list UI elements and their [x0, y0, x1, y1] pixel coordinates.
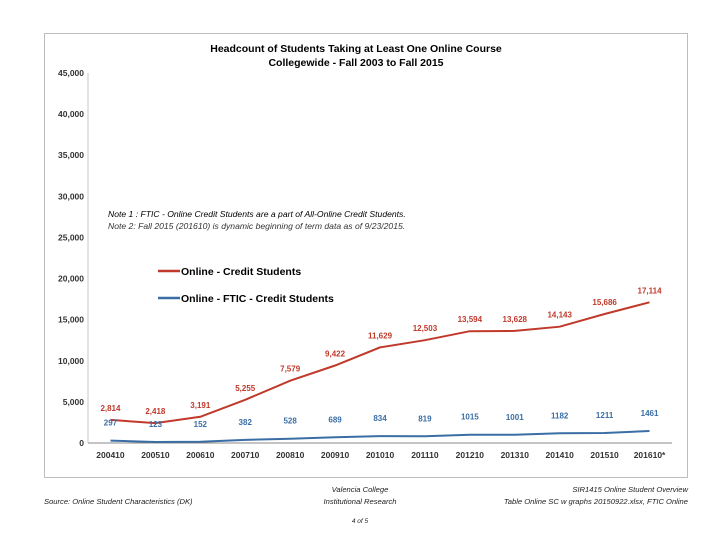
- data-label-credit: 15,686: [592, 298, 617, 307]
- page-number: 4 of 5: [351, 518, 369, 525]
- data-label-credit: 11,629: [368, 331, 393, 340]
- x-tick-label: 200410: [96, 450, 125, 460]
- data-label-credit: 2,418: [145, 407, 166, 416]
- x-tick-label: 201610*: [634, 450, 666, 460]
- data-label-ftic: 1461: [641, 409, 659, 418]
- series-line-ftic: [110, 430, 650, 444]
- x-tick-label: 200510: [141, 450, 170, 460]
- y-tick-label: 5,000: [63, 397, 85, 407]
- data-label-credit: 14,143: [547, 311, 572, 320]
- y-tick-label: 45,000: [58, 68, 84, 78]
- x-tick-label: 201510: [590, 450, 619, 460]
- data-label-ftic: 1001: [506, 413, 524, 422]
- data-label-credit: 2,814: [100, 404, 121, 413]
- y-tick-label: 10,000: [58, 356, 84, 366]
- x-tick-label: 200610: [186, 450, 215, 460]
- data-label-ftic: 528: [283, 417, 297, 426]
- legend-label-ftic: Online - FTIC - Credit Students: [181, 293, 334, 305]
- x-tick-label: 201010: [366, 450, 395, 460]
- data-label-credit: 7,579: [280, 365, 301, 374]
- x-tick-label: 201110: [411, 450, 439, 460]
- series-group: 2,814 2,418 3,191 5,255 7,579 9,422 11,629 12,5…: [100, 286, 663, 444]
- chart-frame: [44, 33, 688, 478]
- x-tick-label: 201410: [546, 450, 575, 460]
- y-tick-label: 0: [79, 438, 84, 448]
- data-label-ftic: 1015: [461, 413, 479, 422]
- y-tick-label: 30,000: [58, 191, 84, 201]
- chart-subtitle: Collegewide - Fall 2003 to Fall 2015: [268, 57, 443, 69]
- data-label-ftic: 382: [239, 418, 253, 427]
- x-tick-label: 200710: [231, 450, 260, 460]
- series-line-credit: [110, 301, 650, 425]
- y-tick-label: 35,000: [58, 150, 84, 160]
- data-label-credit: 3,191: [190, 401, 211, 410]
- data-label-ftic: 1182: [551, 411, 569, 420]
- y-tick-label: 25,000: [58, 232, 84, 242]
- footer-file-name: Table Online SC w graphs 20150922.xlsx, …: [503, 497, 688, 506]
- legend: Online - Credit Students Online - FTIC -…: [158, 266, 334, 305]
- footer-report-name: SIR1415 Online Student Overview: [572, 485, 688, 494]
- data-label-ftic: 689: [328, 415, 342, 424]
- y-axis-ticks: 0 5,000 10,000 15,000 20,000 25,000 30,000 35,0…: [58, 68, 84, 448]
- data-label-credit: 9,422: [325, 350, 346, 359]
- note-2: Note 2: Fall 2015 (201610) is dynamic be…: [108, 221, 405, 231]
- data-label-ftic: 834: [373, 414, 387, 423]
- y-tick-label: 20,000: [58, 274, 84, 284]
- data-label-credit: 13,594: [458, 315, 483, 324]
- data-label-credit: 17,114: [638, 286, 663, 295]
- data-label-ftic: 819: [418, 414, 432, 423]
- legend-label-credit: Online - Credit Students: [181, 266, 301, 278]
- data-label-credit: 13,628: [503, 315, 528, 324]
- data-label-ftic: 1211: [596, 411, 614, 420]
- footer-source: Source: Online Student Characteristics (…: [44, 497, 193, 506]
- y-tick-label: 40,000: [58, 109, 84, 119]
- x-axis-ticks: 200410 200510 200610 200710 200810 200910 2010…: [96, 450, 666, 460]
- x-tick-label: 200810: [276, 450, 305, 460]
- data-label-credit: 12,503: [413, 324, 438, 333]
- data-label-ftic: 123: [149, 420, 163, 429]
- x-tick-label: 201310: [501, 450, 530, 460]
- footer-college: Valencia College: [331, 485, 389, 494]
- y-tick-label: 15,000: [58, 315, 84, 325]
- x-tick-label: 201210: [456, 450, 485, 460]
- note-1: Note 1 : FTIC - Online Credit Students a…: [108, 209, 406, 219]
- data-label-ftic: 152: [194, 420, 208, 429]
- x-tick-label: 200910: [321, 450, 350, 460]
- data-label-credit: 5,255: [235, 384, 256, 393]
- data-label-ftic: 297: [104, 419, 118, 428]
- chart-title: Headcount of Students Taking at Least On…: [210, 43, 502, 55]
- footer-department: Institutional Research: [323, 497, 397, 506]
